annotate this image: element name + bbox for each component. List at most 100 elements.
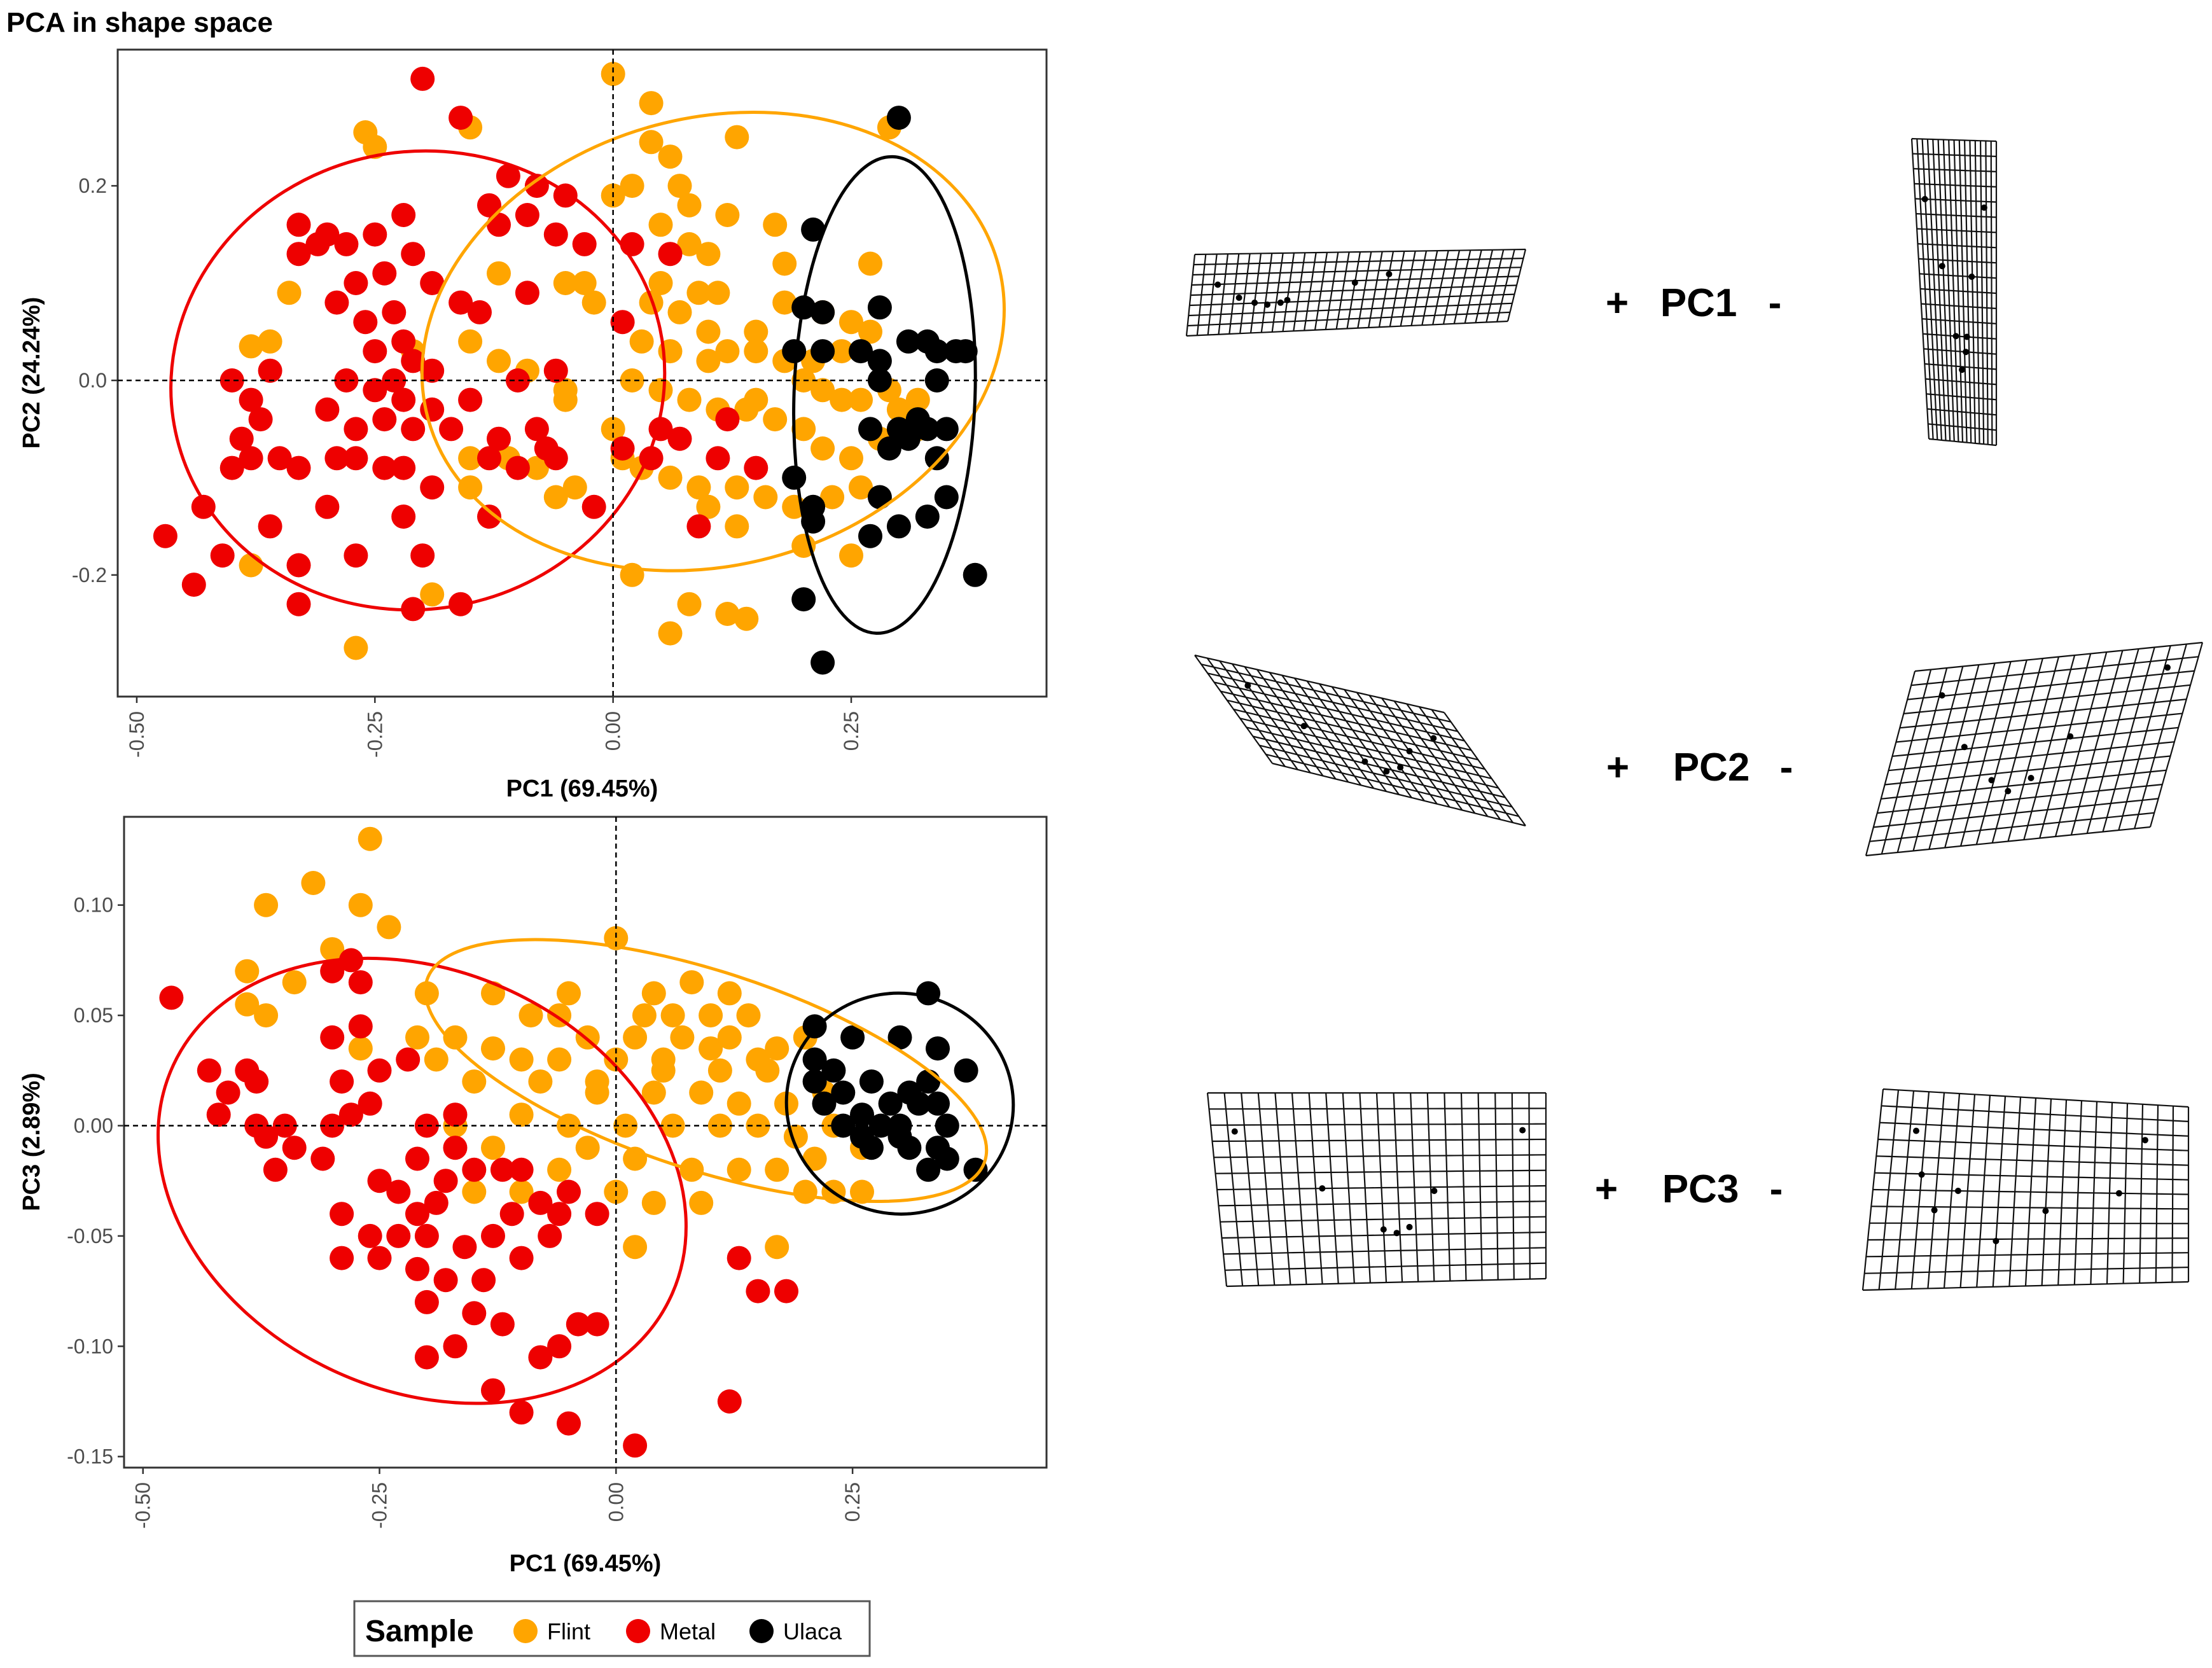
pc2-deformation-label: PC2 [1673,746,1750,789]
plot1-point-metal [420,358,445,383]
plot1-point-flint [629,329,654,354]
plot1-point-metal [543,358,568,383]
plot1-point-flint [344,636,368,660]
plot2-y-tick-label: 0.05 [74,1004,113,1027]
plot2-point-metal [509,1246,534,1270]
plot1-point-ulaca [934,417,959,441]
plot2-point-flint [462,1069,487,1094]
pc1-minus-grid-line [1917,228,1997,233]
plot1-point-metal [391,455,416,480]
plot2-point-metal [774,1279,798,1303]
pc2-minus-grid-line [1869,812,2155,842]
pc2-plus-grid-landmark [1397,764,1404,771]
plot2-point-metal [367,1246,392,1270]
plot1-point-ulaca [877,436,901,461]
plot2-point-flint [707,1113,732,1138]
pc2-minus-grid-line [1991,658,2043,844]
plot1-point-metal [353,310,378,335]
pc3-plus-grid-landmark [1393,1230,1400,1237]
plot2-point-flint [623,1025,648,1050]
pc2-minus-grid-line [1865,826,2151,857]
pc1-plus-grid-landmark [1214,281,1221,288]
plot1-point-metal [372,407,397,432]
plot2-point-ulaca [916,981,941,1006]
pc1-plus-grid-landmark [1251,299,1258,306]
plot2-point-flint [707,1058,732,1083]
pc1-minus-grid-line [1923,333,1997,340]
pc2-minus-grid-landmark [1938,692,1945,699]
plot2-point-metal [320,1025,345,1050]
plot2-point-ulaca [926,1036,950,1061]
plot2-point-flint [641,1080,666,1105]
pc3-deformation-label-group: + PC3 - [1595,1167,1783,1211]
plot2-y-axis-label: PC3 (2.89%) [18,1073,45,1211]
pc1-minus-grid-line [1923,348,1997,355]
pc3-plus-grid-line [1216,1185,1547,1191]
pc2-minus-grid-landmark [2028,775,2035,781]
plot2-point-flint [660,1003,685,1028]
plot2-y-tick-label: 0.00 [74,1114,113,1137]
plot1-point-metal [543,222,568,247]
plot2-point-metal [254,1124,279,1149]
plot1-point-metal [487,212,511,237]
plot2-point-flint [689,1080,714,1105]
pc3-plus-grid-line [1210,1123,1547,1126]
plot2-point-flint [462,1179,487,1204]
plot2-point-metal [547,1334,572,1359]
pc1-plus-grid [1185,248,1527,337]
pc1-plus-grid-line [1192,267,1522,276]
pc2-minus-grid-line [1881,769,2167,800]
plot2-point-ulaca [859,1069,884,1094]
plot1-point-metal [686,514,711,539]
deformation-grids [1185,137,2204,1291]
plot2-point-metal [490,1312,515,1337]
plot1-point-metal [286,592,311,616]
plot2-point-metal [471,1268,496,1293]
plot1-ellipse-flint [420,110,1006,573]
plot2-point-flint [405,1025,429,1050]
pc1-minus-grid-line [1912,153,1997,157]
plot1-point-metal [620,232,644,256]
plot1-point-metal [420,271,445,295]
pc2-minus-grid-line [2118,645,2171,831]
plot2-x-tick-label: -0.25 [368,1482,391,1529]
plot2-point-flint [850,1179,874,1204]
plot1-point-flint [658,621,683,646]
plot1-point-metal [239,446,263,471]
plot2-point-metal [405,1202,429,1227]
pc1-plus-grid-landmark [1277,299,1284,306]
pc2-minus-grid-line [1914,641,2203,672]
plot2-point-metal [481,1378,505,1403]
plot2-point-ulaca [850,1102,874,1127]
plot2-point-metal [159,985,184,1010]
pc2-minus-grid-line [1928,664,1980,850]
plot1-point-metal [515,281,539,305]
plot1-point-metal [344,271,368,295]
pc1-minus-grid-landmark [1968,274,1975,280]
plot1-point-flint [905,387,930,412]
pc1-plus-grid-line [1190,284,1517,296]
plot2-point-ulaca [802,1047,827,1072]
plot1-point-ulaca [849,339,873,364]
plot1-point-metal [505,368,530,393]
plot1-point-metal [324,290,349,315]
plot2-point-ulaca [926,1091,950,1116]
pc3-minus-grid-line [1879,1122,2189,1137]
plot2-point-ulaca [878,1091,903,1116]
pc1-deformation-label: PC1 [1660,281,1737,325]
plot2-point-metal [499,1202,524,1227]
plot2-point-metal [566,1312,590,1337]
pc2-plus-grid-line [1200,664,1451,723]
plot1-point-ulaca [867,295,892,320]
pc1-minus-grid-line [1920,288,1997,295]
pc3-minus-grid-landmark [1918,1171,1925,1178]
plot1-point-flint [601,62,625,87]
pc2-minus-grid-line [1975,660,2028,845]
plot2-point-flint [301,871,326,895]
plot2-point-metal [320,959,345,983]
plot1-point-flint [725,475,749,500]
pc1-minus-grid-line [1926,393,1997,401]
plot1-point-flint [277,281,302,305]
plot2-point-flint [755,1058,780,1083]
pc1-deformation-label-group: + PC1 - [1606,281,1781,325]
